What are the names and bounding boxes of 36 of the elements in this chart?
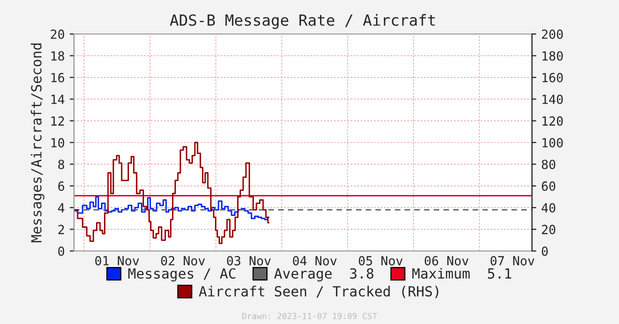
y-tick-label: 14 <box>51 94 64 104</box>
y2-tick-label: 40 <box>542 203 556 213</box>
y2-tick-label: 100 <box>542 138 563 148</box>
y-tick-label: 6 <box>58 181 64 191</box>
y-tick-label: 4 <box>58 203 64 212</box>
y-tick-label: 12 <box>51 116 64 126</box>
y2-tick-label: 140 <box>542 94 563 104</box>
x-tick-label: 03 Nov <box>227 256 271 266</box>
y2-tick-label: 120 <box>542 116 563 126</box>
y2-tick-label: 80 <box>542 160 556 170</box>
y-tick-label: 10 <box>51 138 64 148</box>
legend-label: Maximum 5.1 <box>412 268 512 279</box>
y-tick-label: 16 <box>51 72 64 82</box>
y-axis-title: Messages/Aircraft/Second <box>30 43 44 242</box>
y-tick-label: 0 <box>58 246 64 256</box>
x-tick-label: 06 Nov <box>424 256 468 266</box>
x-tick-label: 05 Nov <box>358 256 403 266</box>
legend-label: Messages / AC <box>128 268 236 282</box>
y-tick-label: 8 <box>58 160 64 170</box>
text: Drawn: 2023-11-07 19:09 CST <box>242 312 378 320</box>
x-tick-label: 07 Nov <box>490 256 534 266</box>
y-tick-label: 2 <box>58 224 64 234</box>
x-tick-label: 02 Nov <box>161 256 205 266</box>
x-tick-label: 01 Nov <box>95 256 139 266</box>
y-tick-label: 20 <box>50 30 64 39</box>
y2-tick-label: 60 <box>542 181 556 191</box>
y2-tick-label: 20 <box>542 224 556 234</box>
y-tick-label: 18 <box>51 51 64 61</box>
legend-label: Average 3.8 <box>274 268 374 282</box>
y2-tick-label: 200 <box>542 30 563 39</box>
legend-label: Aircraft Seen / Tracked (RHS) <box>198 286 438 298</box>
x-tick-label: 04 Nov <box>292 256 337 266</box>
y2-tick-label: 180 <box>542 51 563 61</box>
y2-tick-label: 160 <box>542 72 563 82</box>
y2-tick-label: 0 <box>542 246 548 256</box>
chart-title: ADS-B Message Rate / Aircraft <box>170 14 435 29</box>
